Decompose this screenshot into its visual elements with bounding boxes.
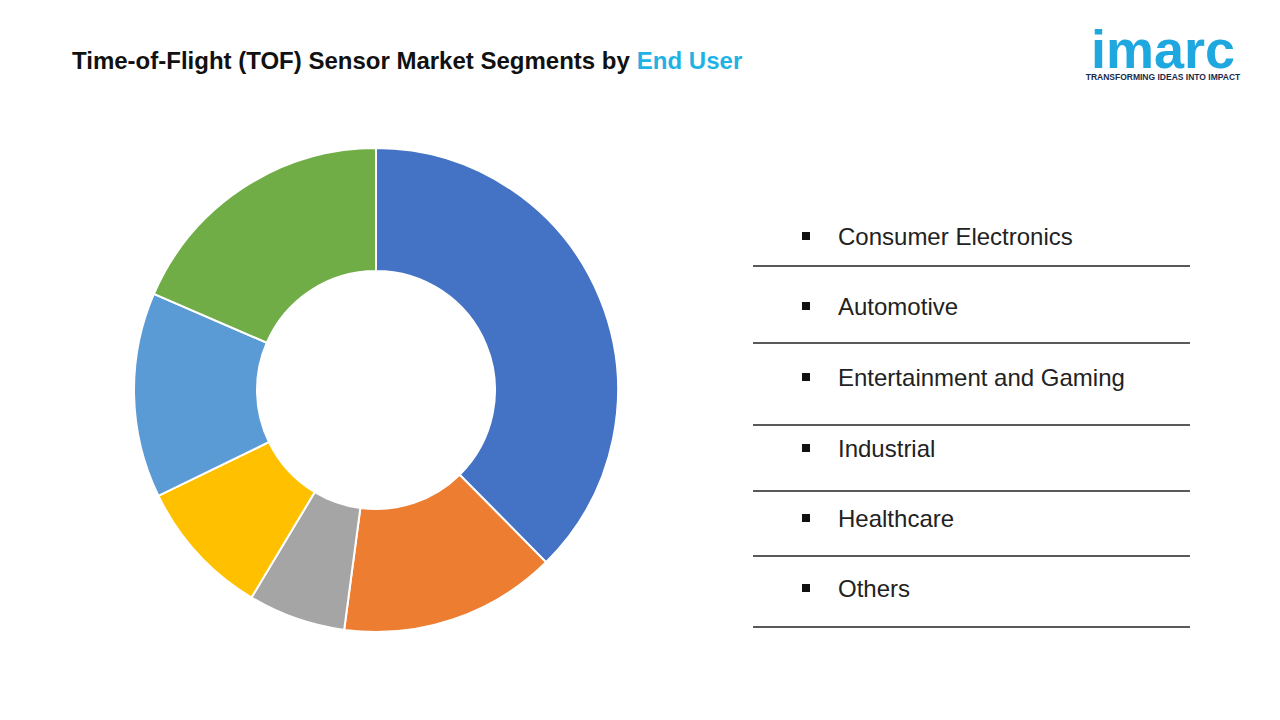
legend-bullet bbox=[802, 373, 810, 381]
chart: Time-of-Flight (TOF) Sensor Market Segme… bbox=[0, 0, 1280, 720]
legend-bullet bbox=[802, 232, 810, 240]
slice bbox=[376, 148, 618, 562]
legend-divider bbox=[753, 555, 1190, 557]
title: Time-of-Flight (TOF) Sensor Market Segme… bbox=[72, 47, 742, 74]
slices bbox=[134, 148, 618, 632]
legend-divider bbox=[753, 424, 1190, 426]
legend-label: Healthcare bbox=[838, 505, 954, 532]
legend-divider bbox=[753, 626, 1190, 628]
legend-divider bbox=[753, 342, 1190, 344]
legend-label: Industrial bbox=[838, 435, 935, 462]
legend-label: Consumer Electronics bbox=[838, 223, 1073, 250]
legend-bullet bbox=[802, 514, 810, 522]
legend-bullet bbox=[802, 584, 810, 592]
slice bbox=[344, 475, 546, 632]
logo-name: imarc bbox=[1091, 19, 1235, 79]
legend-divider bbox=[753, 490, 1190, 492]
legend: Consumer Electronics Automotive Entertainm… bbox=[753, 223, 1190, 627]
legend-label: Entertainment and Gaming bbox=[838, 364, 1125, 391]
legend-label: Automotive bbox=[838, 293, 958, 320]
legend-label: Others bbox=[838, 575, 910, 602]
title-main: Time-of-Flight (TOF) Sensor Market Segme… bbox=[72, 47, 631, 74]
logo-tagline: TRANSFORMING IDEAS INTO IMPACT bbox=[1086, 72, 1241, 82]
legend-bullet bbox=[802, 444, 810, 452]
legend-bullet bbox=[802, 302, 810, 310]
title-highlight: End User bbox=[637, 47, 742, 74]
slice bbox=[154, 148, 376, 343]
legend-divider bbox=[753, 265, 1190, 267]
